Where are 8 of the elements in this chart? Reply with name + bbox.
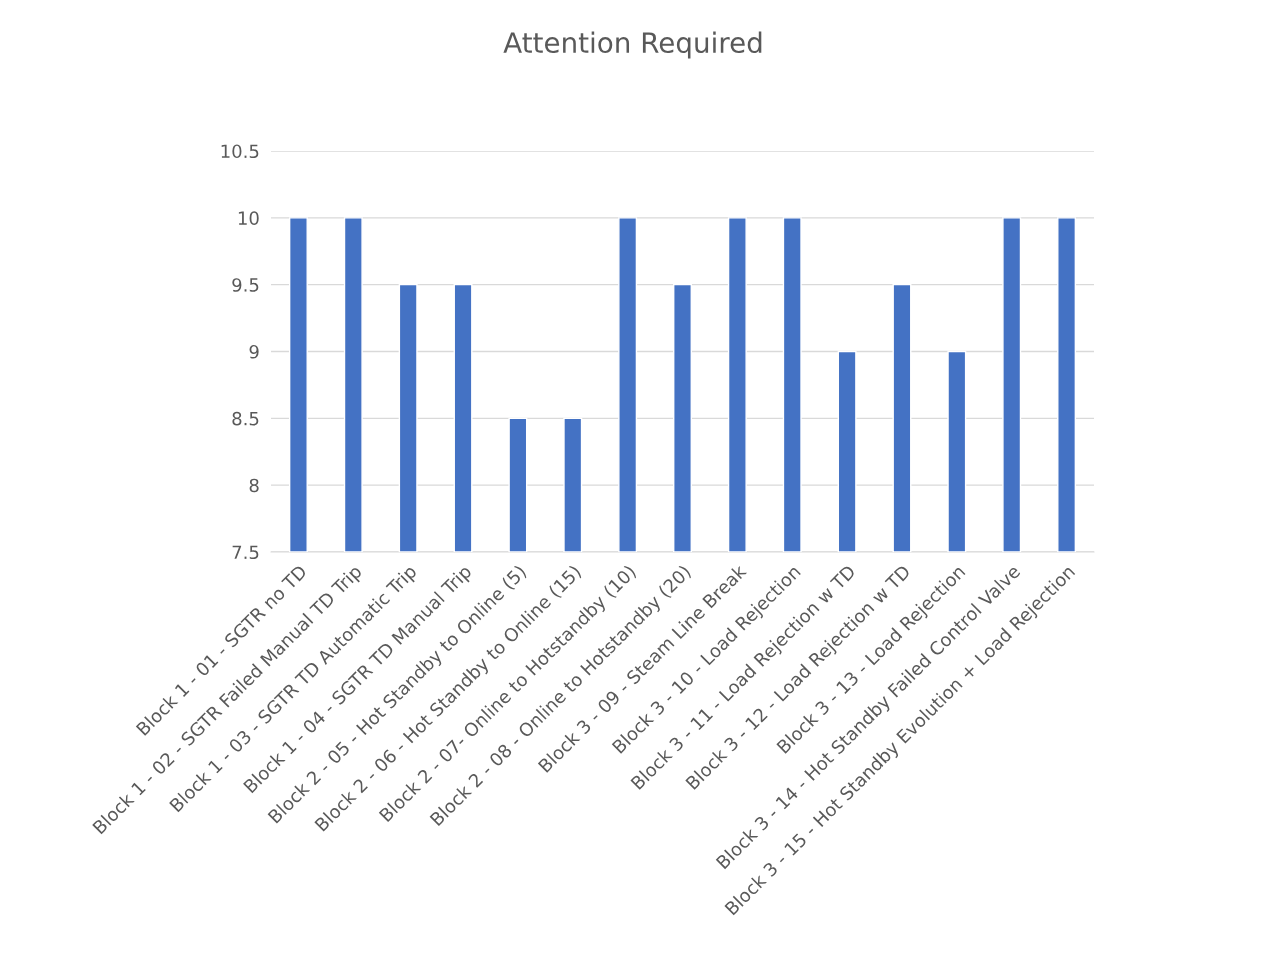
y-tick-label: 10.5 (221, 144, 259, 159)
y-tick-label: 7.5 (232, 545, 259, 560)
y-tick-label: 8 (249, 478, 259, 493)
y-tick-label: 8.5 (232, 411, 259, 426)
y-tick-label: 9 (249, 344, 259, 359)
y-tick-label: 10 (238, 211, 259, 225)
y-tick-label: 9.5 (232, 278, 259, 292)
chart-title: Attention Required (503, 31, 762, 59)
